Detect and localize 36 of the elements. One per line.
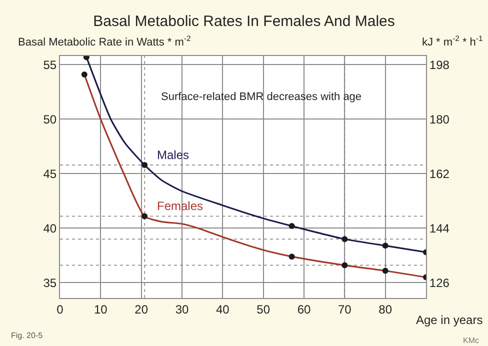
x-tick-label: 60: [297, 302, 311, 316]
y2-tick-label: 144: [429, 222, 450, 236]
y2-tick-label: 180: [429, 112, 450, 126]
y-tick-label: 45: [43, 166, 57, 181]
y-tick-label: 50: [43, 112, 57, 126]
x-tick-label: 80: [378, 302, 392, 316]
point: [81, 72, 88, 78]
caption: Fig. 20-5: [11, 331, 44, 340]
series-label: Males: [157, 148, 190, 162]
y2-axis-title: kJ * m$^{-2}$ * h$^{-1}$: [422, 34, 483, 49]
x-tick-label: 70: [338, 302, 352, 316]
point: [288, 223, 295, 230]
x-tick-label: 50: [256, 302, 270, 316]
x-axis-title: Age in years: [416, 313, 483, 327]
x-tick-label: 30: [175, 302, 189, 316]
x-tick-label: 40: [216, 302, 230, 316]
y-tick-label: 40: [43, 221, 57, 236]
y2-tick-label: 162: [429, 167, 450, 182]
text: KMc: [463, 336, 479, 345]
point: [342, 236, 348, 242]
y-tick-label: 55: [43, 58, 57, 72]
point: [382, 268, 388, 274]
y-tick-label: 35: [43, 276, 57, 290]
chart-title: Basal Metabolic Rates In Females And Males: [93, 13, 395, 30]
annotation: Surface-related BMR decreases with age: [161, 91, 362, 103]
point: [382, 242, 388, 249]
x-tick-label: 0: [56, 302, 64, 316]
point: [288, 254, 295, 260]
x-tick-label: 20: [134, 302, 148, 316]
point: [142, 213, 148, 220]
y2-tick-label: 198: [429, 58, 450, 72]
y2-tick-label: 126: [429, 276, 450, 290]
point: [142, 162, 148, 168]
y-axis-title: Basal Metabolic Rate in Watts * m$^{-2}$: [18, 34, 191, 49]
point: [342, 262, 348, 268]
x-tick-label: 10: [94, 302, 108, 316]
